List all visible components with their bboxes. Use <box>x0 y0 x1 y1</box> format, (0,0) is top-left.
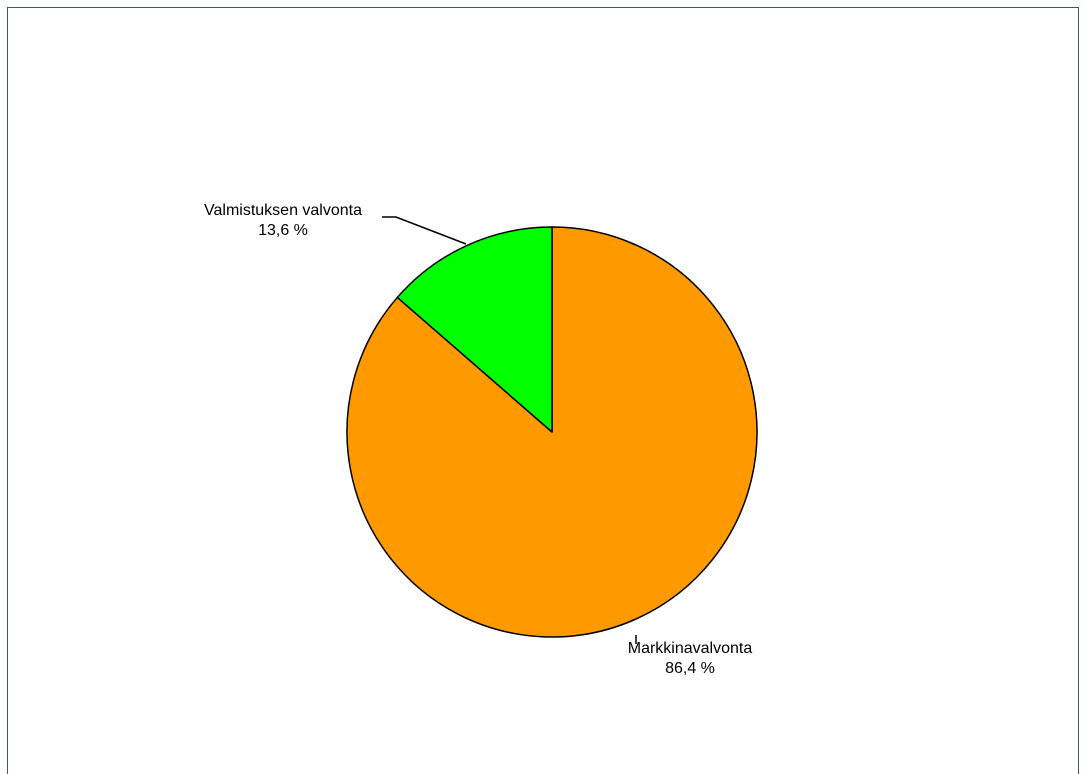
leader-line-valmistuksen-valvonta <box>382 216 467 245</box>
slice-label-markkinavalvonta: Markkinavalvonta <box>628 640 753 657</box>
slice-value-markkinavalvonta: 86,4 % <box>665 660 715 677</box>
slice-labels: Markkinavalvonta 86,4 % Valmistuksen val… <box>204 202 752 677</box>
leader-lines <box>382 216 637 644</box>
pie-slices <box>346 226 758 638</box>
slice-label-valmistuksen-valvonta: Valmistuksen valvonta <box>204 202 362 219</box>
slice-value-valmistuksen-valvonta: 13,6 % <box>258 222 308 239</box>
pie-slice-valmistuksen-valvonta <box>396 226 553 433</box>
